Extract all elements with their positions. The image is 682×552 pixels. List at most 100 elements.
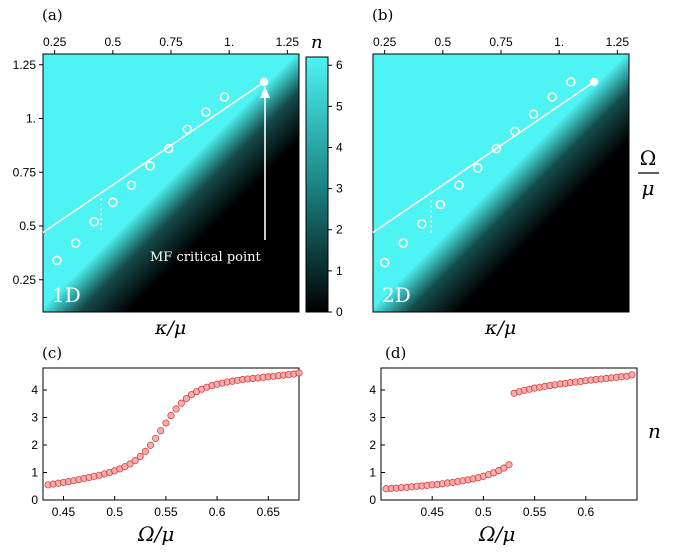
transition-point (379, 257, 390, 268)
transition-point (398, 238, 409, 248)
y-tick-label: 1 (369, 466, 376, 480)
panel-c-label: (c) (42, 344, 62, 362)
omega-axis-label-denominator: μ (642, 176, 655, 200)
x-tick-label: 0.55 (154, 505, 178, 519)
data-point (126, 460, 134, 468)
transition-point (547, 92, 558, 102)
data-point (500, 464, 508, 472)
omega-axis-label-numerator: Ω (640, 146, 657, 170)
y-tick-label: 3 (31, 411, 38, 425)
data-point (167, 412, 175, 420)
omega-axis-label-c: Ω/μ (137, 522, 174, 546)
data-point (177, 399, 185, 407)
x-tick-label: 0.55 (523, 505, 547, 519)
panel-a-dimension-label: 1D (52, 283, 81, 307)
x-tick-label: 0.5 (104, 35, 121, 49)
y-tick-label: 0.75 (13, 165, 37, 179)
transition-point (182, 124, 193, 135)
y-tick-label: 4 (369, 383, 376, 397)
heatmap-a-background (43, 54, 299, 312)
x-tick-label: 0.5 (475, 505, 492, 519)
y-tick-label: 1. (26, 112, 36, 126)
scatter-d-ticks: 0.45 0.5 0.55 0.6 0 1 2 3 4 (369, 383, 594, 519)
transition-point (417, 219, 427, 229)
kappa-axis-label-a: κ/μ (154, 317, 186, 339)
panel-b-heatmap: 0.25 0.5 0.75 1. 1.25 2D (372, 35, 630, 313)
transition-point (528, 109, 539, 119)
colorbar-tick-label: 4 (336, 140, 343, 154)
heatmap-a-x-ticks: 0.25 0.5 0.75 1. 1.25 (43, 35, 299, 54)
panel-b-dimension-label: 2D (382, 283, 411, 307)
colorbar-tick-label: 5 (336, 99, 343, 113)
x-tick-label: 0.6 (209, 505, 226, 519)
transition-point (566, 77, 576, 87)
colorbar-tick-label: 1 (336, 264, 343, 278)
x-tick-label: 0.6 (577, 505, 594, 519)
data-point (628, 371, 636, 379)
critical-point (589, 77, 599, 87)
critical-point-annotation: MF critical point (150, 250, 261, 265)
x-tick-label: 0.75 (159, 35, 183, 49)
y-tick-label: 1.25 (13, 58, 37, 72)
data-point (295, 369, 303, 377)
colorbar-tick-label: 0 (336, 305, 343, 319)
heatmap-b-x-ticks: 0.25 0.5 0.75 1. 1.25 (373, 35, 629, 54)
data-point (182, 394, 190, 403)
x-tick-label: 0.75 (489, 35, 513, 49)
y-tick-label: 3 (369, 411, 376, 425)
data-point (141, 447, 149, 455)
critical-point (259, 77, 269, 87)
y-tick-label: 0.5 (19, 219, 36, 233)
colorbar-tick-label: 2 (336, 223, 343, 237)
x-tick-label: 0.5 (106, 505, 123, 519)
transition-point (201, 107, 211, 117)
heatmap-a-y-ticks: 0.25 0.5 0.75 1. 1.25 (13, 58, 43, 287)
data-point (162, 419, 170, 427)
scatter-d-frame (380, 367, 638, 501)
x-tick-label: 0.45 (421, 505, 445, 519)
colorbar-ticks: 0 1 2 3 4 5 6 (328, 58, 343, 319)
data-point (157, 427, 165, 435)
transition-point (454, 180, 464, 190)
colorbar-title: n (311, 32, 323, 53)
colorbar-tick-label: 3 (336, 182, 343, 196)
annotation-arrowhead (260, 86, 270, 98)
mean-field-line (372, 81, 595, 234)
mean-field-line (42, 81, 265, 234)
panel-d-scatter: 0.45 0.5 0.55 0.6 0 1 2 3 4 (369, 367, 638, 519)
x-tick-label: 0.45 (52, 505, 76, 519)
panel-c-scatter: 0.45 0.5 0.55 0.6 0.65 0 1 2 3 4 (31, 367, 303, 519)
data-point (152, 434, 160, 442)
panel-a-heatmap: 0.25 0.5 0.75 1. 1.25 0.25 0.5 0.75 1. 1.25 1D M… (13, 35, 300, 313)
transition-point (108, 197, 118, 208)
transition-point (126, 180, 137, 190)
panel-a-label: (a) (42, 6, 63, 24)
data-point (136, 452, 144, 461)
scatter-c-ticks: 0.45 0.5 0.55 0.6 0.65 0 1 2 3 4 (31, 383, 280, 519)
transition-point (510, 126, 520, 137)
heatmap-b-background (373, 54, 629, 312)
colorbar-tick-label: 6 (336, 58, 343, 72)
n-axis-label: n (648, 419, 661, 443)
data-point (172, 405, 180, 413)
scatter-c-frame (42, 367, 300, 501)
heatmap-b-marks (372, 77, 599, 268)
data-point (505, 461, 513, 469)
y-tick-label: 0 (31, 493, 38, 507)
panel-d-label: (d) (385, 344, 406, 362)
x-tick-label: 0.25 (373, 35, 397, 49)
colorbar-gradient (305, 56, 329, 313)
transition-point (52, 255, 62, 266)
x-tick-label: 0.25 (43, 35, 67, 49)
y-tick-label: 2 (369, 438, 376, 452)
transition-point (145, 161, 155, 171)
transition-point (70, 238, 81, 248)
y-tick-label: 0 (369, 493, 376, 507)
scatter-c-points (44, 369, 303, 489)
x-tick-label: 1.25 (606, 35, 630, 49)
data-point (146, 441, 155, 449)
y-tick-label: 4 (31, 383, 38, 397)
x-tick-label: 1.25 (276, 35, 300, 49)
transition-point (163, 143, 174, 154)
panel-b-label: (b) (372, 6, 393, 24)
